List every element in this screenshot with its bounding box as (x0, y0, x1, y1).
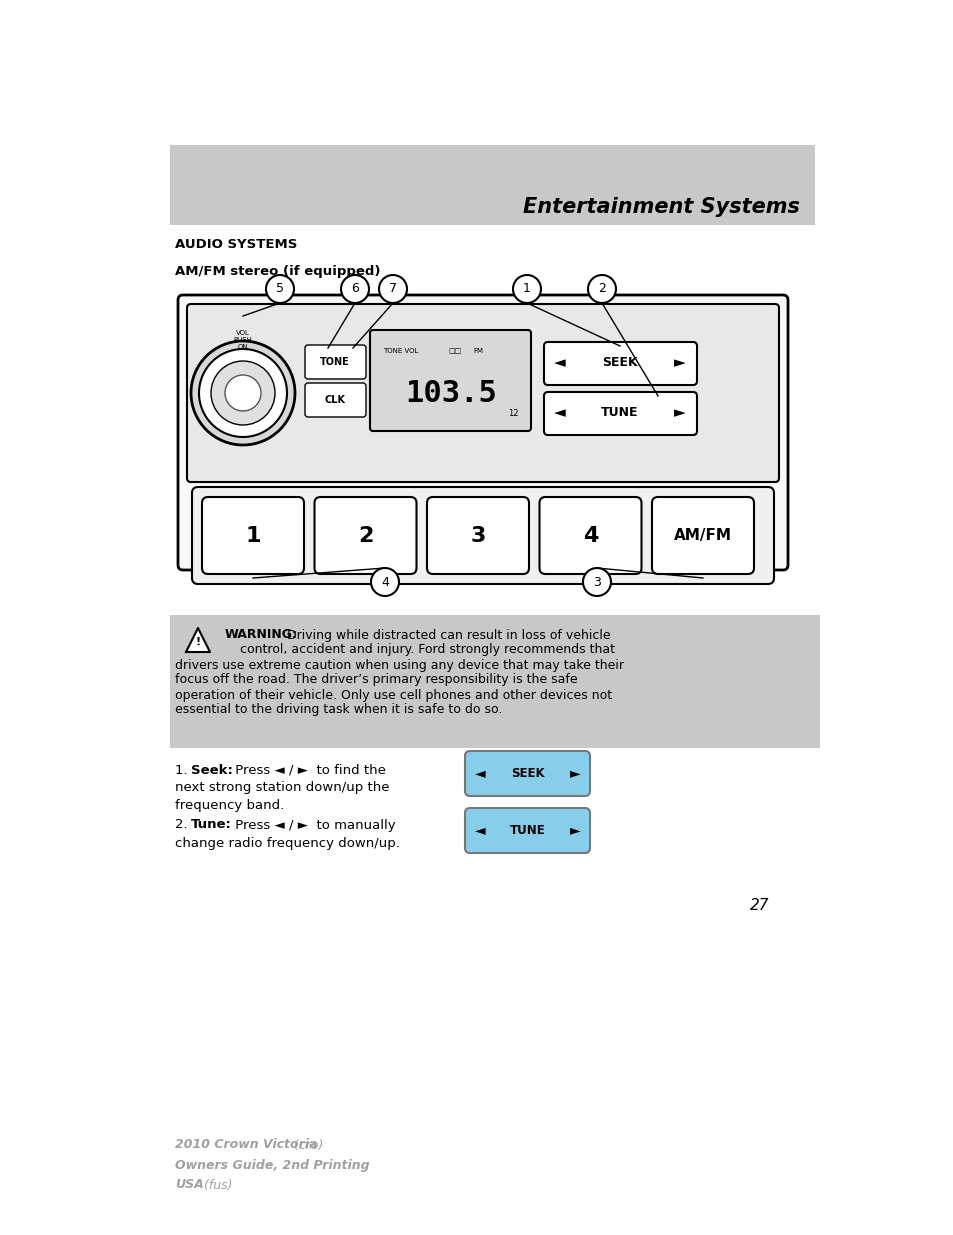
Circle shape (211, 361, 274, 425)
Text: 3: 3 (593, 576, 600, 589)
Text: !: ! (195, 637, 200, 647)
FancyBboxPatch shape (202, 496, 304, 574)
FancyBboxPatch shape (192, 487, 773, 584)
Text: 2010 Crown Victoria: 2010 Crown Victoria (174, 1139, 317, 1151)
Text: (fus): (fus) (200, 1178, 233, 1192)
Text: Press ◄ / ►  to find the: Press ◄ / ► to find the (231, 763, 385, 777)
Text: CLK: CLK (324, 395, 345, 405)
Circle shape (513, 275, 540, 303)
Text: 5: 5 (275, 283, 284, 295)
Text: Seek:: Seek: (191, 763, 233, 777)
FancyBboxPatch shape (543, 342, 697, 385)
Circle shape (582, 568, 610, 597)
Polygon shape (186, 629, 210, 652)
FancyBboxPatch shape (178, 295, 787, 571)
FancyBboxPatch shape (305, 383, 366, 417)
Text: Press ◄ / ►  to manually: Press ◄ / ► to manually (231, 819, 395, 831)
Text: AUDIO SYSTEMS: AUDIO SYSTEMS (174, 238, 297, 252)
Circle shape (191, 341, 294, 445)
Text: Driving while distracted can result in loss of vehicle: Driving while distracted can result in l… (283, 629, 610, 641)
Text: WARNING:: WARNING: (225, 629, 297, 641)
Text: 2: 2 (598, 283, 605, 295)
FancyBboxPatch shape (427, 496, 529, 574)
Text: 7: 7 (389, 283, 396, 295)
FancyBboxPatch shape (464, 808, 589, 853)
Text: frequency band.: frequency band. (174, 799, 284, 813)
Text: 4: 4 (380, 576, 389, 589)
Text: ◄: ◄ (554, 356, 565, 370)
Text: operation of their vehicle. Only use cell phones and other devices not: operation of their vehicle. Only use cel… (174, 688, 612, 701)
Text: 3: 3 (470, 526, 485, 546)
Text: essential to the driving task when it is safe to do so.: essential to the driving task when it is… (174, 704, 502, 716)
Text: 4: 4 (582, 526, 598, 546)
Text: 6: 6 (351, 283, 358, 295)
Text: SEEK: SEEK (510, 767, 544, 781)
Text: change radio frequency down/up.: change radio frequency down/up. (174, 836, 399, 850)
Text: 12: 12 (507, 409, 517, 417)
Text: TONE VOL: TONE VOL (382, 348, 418, 354)
FancyBboxPatch shape (370, 330, 531, 431)
Text: 1.: 1. (174, 763, 192, 777)
Text: 2: 2 (357, 526, 373, 546)
FancyBboxPatch shape (651, 496, 753, 574)
Text: ►: ► (674, 356, 685, 370)
Text: □□: □□ (448, 348, 460, 354)
Circle shape (266, 275, 294, 303)
Text: drivers use extreme caution when using any device that may take their: drivers use extreme caution when using a… (174, 658, 623, 672)
Text: AM/FM stereo (if equipped): AM/FM stereo (if equipped) (174, 266, 380, 279)
Text: TUNE: TUNE (509, 824, 545, 837)
Text: AM/FM: AM/FM (673, 529, 731, 543)
Text: focus off the road. The driver’s primary responsibility is the safe: focus off the road. The driver’s primary… (174, 673, 577, 687)
Text: ►: ► (674, 405, 685, 420)
Text: ◄: ◄ (475, 824, 485, 837)
Text: (cro): (cro) (290, 1139, 323, 1151)
Text: Entertainment Systems: Entertainment Systems (522, 198, 800, 217)
Text: 1: 1 (522, 283, 531, 295)
Text: TONE: TONE (320, 357, 350, 367)
Text: USA: USA (174, 1178, 204, 1192)
Circle shape (378, 275, 407, 303)
Text: TUNE: TUNE (600, 406, 639, 420)
Text: Owners Guide, 2nd Printing: Owners Guide, 2nd Printing (174, 1158, 369, 1172)
FancyBboxPatch shape (539, 496, 640, 574)
Bar (170, 615, 820, 748)
Text: Tune:: Tune: (191, 819, 232, 831)
FancyBboxPatch shape (543, 391, 697, 435)
FancyBboxPatch shape (314, 496, 416, 574)
Circle shape (371, 568, 398, 597)
Circle shape (587, 275, 616, 303)
Text: next strong station down/up the: next strong station down/up the (174, 782, 389, 794)
Text: 27: 27 (749, 898, 769, 913)
Text: SEEK: SEEK (601, 357, 638, 369)
Text: control, accident and injury. Ford strongly recommends that: control, accident and injury. Ford stron… (240, 643, 615, 657)
FancyBboxPatch shape (464, 751, 589, 797)
Text: VOL
PUSH
ON: VOL PUSH ON (233, 330, 253, 350)
Circle shape (199, 350, 287, 437)
Text: 103.5: 103.5 (405, 378, 497, 408)
Circle shape (340, 275, 369, 303)
FancyBboxPatch shape (187, 304, 779, 482)
Text: ◄: ◄ (554, 405, 565, 420)
Text: FM: FM (473, 348, 482, 354)
FancyBboxPatch shape (305, 345, 366, 379)
Text: ◄: ◄ (475, 767, 485, 781)
Bar (170, 144, 814, 225)
Text: ►: ► (569, 767, 579, 781)
Text: 1: 1 (245, 526, 260, 546)
Text: 2.: 2. (174, 819, 192, 831)
Circle shape (225, 375, 261, 411)
Text: ►: ► (569, 824, 579, 837)
